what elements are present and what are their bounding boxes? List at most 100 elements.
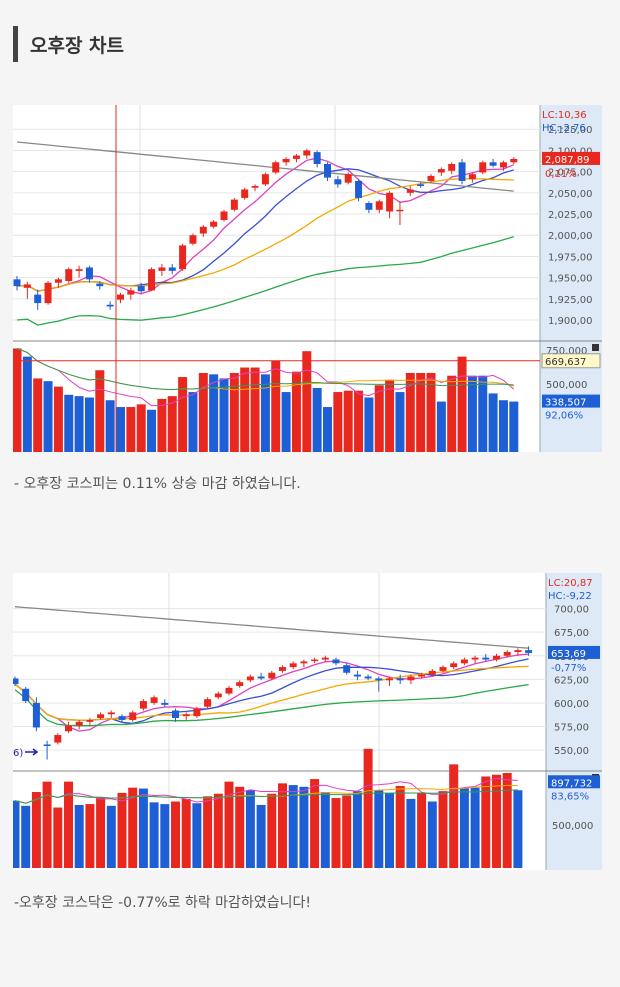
kospi-caption: - 오후장 코스피는 0.11% 상승 마감 하였습니다.: [14, 476, 301, 492]
candle-body: [246, 676, 254, 681]
candle-body: [525, 650, 533, 653]
volume-bar: [198, 372, 208, 452]
candle: [225, 685, 233, 696]
candle-body: [13, 279, 21, 287]
y-tick-label: 2,125,00: [548, 125, 593, 136]
candle-body: [272, 162, 280, 173]
series-marker-label: 6): [13, 748, 23, 759]
volume-bar: [213, 793, 223, 868]
candle-body: [499, 162, 507, 168]
candle: [107, 710, 115, 719]
candle-body: [418, 674, 426, 677]
candle-body: [268, 672, 276, 679]
candle-body: [365, 203, 373, 210]
candle: [324, 162, 331, 181]
candle: [343, 663, 351, 675]
candle-body: [396, 678, 404, 681]
y-tick-label: 625,00: [554, 675, 589, 686]
panel-close-icon: [592, 344, 599, 351]
volume-bar: [167, 396, 177, 452]
candle: [365, 201, 373, 214]
candle: [158, 264, 166, 276]
candle-body: [279, 667, 286, 671]
volume-bar: [271, 360, 281, 452]
candle-body: [311, 659, 319, 662]
volume-bar: [157, 398, 167, 452]
candle-body: [65, 725, 72, 732]
candle: [75, 265, 83, 278]
candle-body: [199, 226, 207, 234]
candle: [106, 301, 114, 310]
current-volume-label: 338,507: [545, 398, 586, 409]
candle: [86, 718, 94, 726]
candle-body: [127, 290, 135, 295]
volume-bar: [138, 788, 148, 868]
candle-body: [479, 162, 487, 173]
volume-bar: [256, 804, 266, 868]
candle: [139, 699, 147, 711]
volume-bar: [85, 804, 95, 868]
candle-body: [117, 294, 124, 300]
volume-bar: [363, 748, 373, 868]
volume-bar: [427, 801, 437, 868]
candle-body: [257, 676, 265, 679]
candle: [417, 182, 425, 188]
candle-body: [300, 661, 308, 664]
volume-bar: [302, 351, 312, 452]
candle-body: [324, 164, 331, 178]
candle-body: [493, 655, 500, 660]
candle: [499, 160, 507, 171]
volume-bar: [288, 785, 298, 868]
candle: [246, 674, 254, 683]
candle-body: [503, 651, 511, 656]
volume-bar: [203, 796, 213, 868]
volume-bar: [43, 381, 53, 452]
ma120-line: [14, 606, 529, 649]
candle-body: [129, 712, 137, 720]
candle-body: [261, 174, 269, 185]
y-tick-label: 675,00: [554, 628, 589, 639]
volume-marker-label: 669,637: [545, 357, 586, 368]
y-tick-label: 2,025,00: [548, 210, 593, 221]
candle: [137, 282, 145, 293]
candle: [13, 275, 21, 291]
candle-body: [375, 201, 383, 210]
volume-level-label: 750,000: [546, 346, 587, 357]
candle: [127, 287, 135, 300]
candle: [172, 708, 179, 722]
candle: [257, 672, 265, 681]
candle: [34, 289, 42, 310]
volume-bar: [352, 791, 362, 868]
candle: [460, 657, 468, 666]
candle: [313, 150, 321, 168]
candle: [292, 153, 300, 163]
candle-body: [54, 735, 62, 743]
volume-bar: [459, 787, 469, 868]
candle: [439, 665, 447, 673]
candle-body: [334, 179, 342, 185]
candle-body: [86, 719, 94, 722]
y-tick-label: 575,00: [554, 723, 589, 734]
volume-bar: [136, 404, 146, 452]
candle: [204, 697, 212, 709]
candle-body: [214, 693, 222, 698]
current-price-label: 653,69: [551, 649, 586, 660]
y-tick-label: 2,050,00: [548, 189, 593, 200]
candle-body: [406, 189, 414, 193]
volume-bar: [488, 393, 498, 452]
candle: [251, 184, 259, 192]
volume-bar: [502, 773, 512, 868]
candle: [44, 281, 52, 305]
volume-bar: [343, 390, 353, 452]
candle-body: [396, 209, 404, 212]
candle: [437, 167, 445, 176]
volume-bar: [267, 793, 277, 868]
ma120-line: [16, 141, 514, 192]
candle: [199, 225, 207, 237]
candle: [428, 668, 436, 677]
hc-label: HC:-2,76: [542, 123, 586, 134]
candle-body: [407, 676, 415, 681]
candle-body: [251, 186, 259, 188]
candle-body: [34, 294, 42, 304]
volume-bar: [467, 375, 477, 452]
